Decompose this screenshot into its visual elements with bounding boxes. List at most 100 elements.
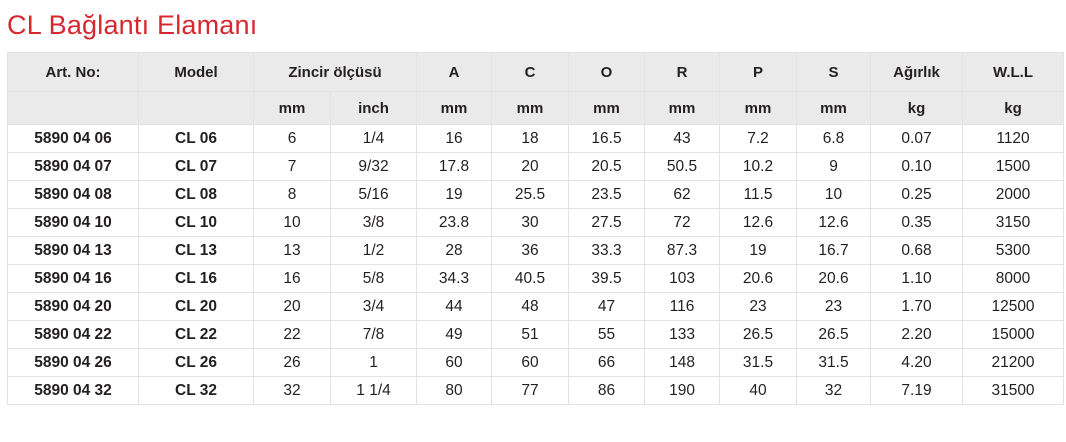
cell-weight: 0.10: [870, 152, 964, 181]
cell-chain-mm: 8: [253, 180, 331, 209]
cell-weight: 1.10: [870, 264, 964, 293]
cell-chain-inch: 7/8: [329, 320, 418, 349]
cell-o: 23.5: [568, 180, 646, 209]
cell-o: 39.5: [568, 264, 646, 293]
cell-p: 10.2: [719, 152, 798, 181]
cell-a: 28: [416, 236, 493, 265]
cell-p: 23: [719, 292, 798, 321]
cell-c: 77: [491, 376, 570, 405]
cell-model: CL 22: [138, 320, 254, 349]
cell-r: 50.5: [644, 152, 721, 181]
table-row: 5890 04 20 CL 20 20 3/4 44 48 47 116 23 …: [7, 292, 1065, 321]
col-header-model: Model: [138, 52, 254, 92]
table-row: 5890 04 22 CL 22 22 7/8 49 51 55 133 26.…: [7, 320, 1065, 349]
cell-s: 12.6: [796, 208, 872, 237]
cell-a: 44: [416, 292, 493, 321]
cell-a: 60: [416, 348, 493, 377]
cell-wll: 15000: [962, 320, 1065, 349]
col-header-art-no: Art. No:: [7, 52, 139, 92]
unit-chain-mm: mm: [253, 91, 331, 125]
cell-weight: 0.35: [870, 208, 964, 237]
cell-a: 80: [416, 376, 493, 405]
cell-art-no: 5890 04 26: [7, 348, 139, 377]
cell-chain-inch: 1/4: [329, 124, 418, 153]
col-header-chain-size: Zincir ölçüsü: [252, 52, 418, 92]
table-row: 5890 04 07 CL 07 7 9/32 17.8 20 20.5 50.…: [7, 152, 1065, 181]
cell-weight: 1.70: [870, 292, 964, 321]
cell-o: 16.5: [568, 124, 646, 153]
cell-art-no: 5890 04 16: [7, 264, 139, 293]
header-row-labels: Art. No: Model Zincir ölçüsü A C O R P S…: [7, 52, 1065, 92]
cell-weight: 7.19: [870, 376, 964, 405]
cell-chain-inch: 3/4: [329, 292, 418, 321]
unit-o: mm: [568, 91, 646, 125]
table-row: 5890 04 16 CL 16 16 5/8 34.3 40.5 39.5 1…: [7, 264, 1065, 293]
cell-r: 133: [644, 320, 721, 349]
cell-o: 66: [568, 348, 646, 377]
cell-p: 7.2: [719, 124, 798, 153]
cell-model: CL 20: [138, 292, 254, 321]
cell-chain-mm: 13: [253, 236, 331, 265]
cell-art-no: 5890 04 32: [7, 376, 139, 405]
cell-r: 103: [644, 264, 721, 293]
cell-r: 72: [644, 208, 721, 237]
cell-s: 9: [796, 152, 872, 181]
unit-weight: kg: [870, 91, 964, 125]
cell-s: 23: [796, 292, 872, 321]
cell-a: 16: [416, 124, 493, 153]
unit-r: mm: [644, 91, 721, 125]
cell-model: CL 08: [138, 180, 254, 209]
unit-wll: kg: [962, 91, 1065, 125]
col-header-o: O: [568, 52, 646, 92]
cell-o: 33.3: [568, 236, 646, 265]
cell-model: CL 10: [138, 208, 254, 237]
cell-s: 20.6: [796, 264, 872, 293]
cell-s: 31.5: [796, 348, 872, 377]
cell-chain-inch: 3/8: [329, 208, 418, 237]
cell-weight: 0.68: [870, 236, 964, 265]
table-row: 5890 04 32 CL 32 32 1 1/4 80 77 86 190 4…: [7, 376, 1065, 405]
cell-chain-mm: 7: [253, 152, 331, 181]
cell-weight: 4.20: [870, 348, 964, 377]
cell-art-no: 5890 04 07: [7, 152, 139, 181]
cell-chain-inch: 9/32: [329, 152, 418, 181]
cell-o: 55: [568, 320, 646, 349]
cell-wll: 31500: [962, 376, 1065, 405]
col-header-r: R: [644, 52, 721, 92]
cell-art-no: 5890 04 20: [7, 292, 139, 321]
table-row: 5890 04 08 CL 08 8 5/16 19 25.5 23.5 62 …: [7, 180, 1065, 209]
cell-p: 19: [719, 236, 798, 265]
cell-wll: 3150: [962, 208, 1065, 237]
unit-a: mm: [416, 91, 493, 125]
cell-o: 20.5: [568, 152, 646, 181]
table-row: 5890 04 06 CL 06 6 1/4 16 18 16.5 43 7.2…: [7, 124, 1065, 153]
spec-table: Art. No: Model Zincir ölçüsü A C O R P S…: [7, 52, 1065, 405]
cell-wll: 5300: [962, 236, 1065, 265]
cell-wll: 12500: [962, 292, 1065, 321]
cell-a: 19: [416, 180, 493, 209]
cell-chain-inch: 5/16: [329, 180, 418, 209]
col-header-c: C: [491, 52, 570, 92]
cell-s: 10: [796, 180, 872, 209]
cell-c: 60: [491, 348, 570, 377]
col-header-a: A: [416, 52, 493, 92]
cell-r: 87.3: [644, 236, 721, 265]
cell-c: 30: [491, 208, 570, 237]
cell-weight: 0.07: [870, 124, 964, 153]
cell-wll: 2000: [962, 180, 1065, 209]
unit-chain-inch: inch: [329, 91, 418, 125]
cell-c: 25.5: [491, 180, 570, 209]
cell-chain-mm: 20: [253, 292, 331, 321]
cell-chain-inch: 1 1/4: [329, 376, 418, 405]
cell-p: 31.5: [719, 348, 798, 377]
cell-model: CL 13: [138, 236, 254, 265]
cell-model: CL 26: [138, 348, 254, 377]
cell-p: 20.6: [719, 264, 798, 293]
cell-p: 40: [719, 376, 798, 405]
cell-s: 16.7: [796, 236, 872, 265]
cell-p: 12.6: [719, 208, 798, 237]
cell-chain-mm: 26: [253, 348, 331, 377]
cell-r: 148: [644, 348, 721, 377]
cell-a: 17.8: [416, 152, 493, 181]
cell-a: 49: [416, 320, 493, 349]
